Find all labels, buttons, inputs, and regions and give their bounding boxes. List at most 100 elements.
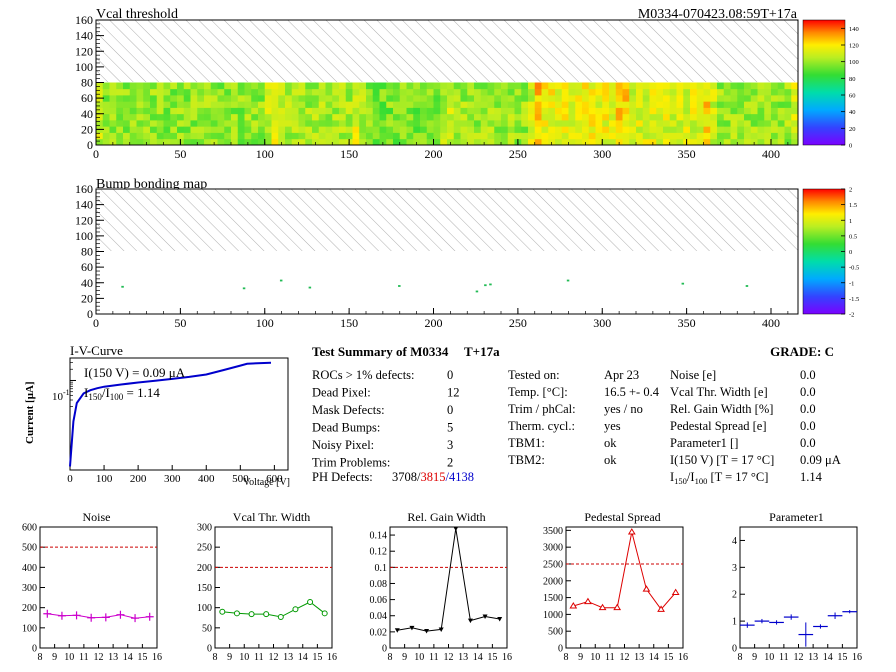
heatmap-cell — [359, 113, 367, 121]
heatmap-cell — [440, 82, 448, 90]
iv-curve-xlabel: Voltage [V] — [243, 477, 290, 488]
heatmap-cell — [764, 82, 772, 90]
ph-defects-a: 3708/ — [392, 470, 421, 484]
heatmap-cell — [204, 107, 212, 115]
heatmap-cell — [231, 95, 239, 102]
heatmap-cell — [339, 88, 347, 96]
heatmap-cell — [359, 88, 367, 96]
heatmap-cell — [413, 113, 421, 121]
heatmap-cell — [332, 138, 340, 146]
heatmap-cell — [575, 88, 583, 96]
heatmap-cell — [663, 101, 671, 108]
summary-plot-vcal-thr-width: Vcal Thr. Width 8 9 10 11 12 13 14 15 16 0 50 100 150… — [197, 510, 337, 663]
heatmap-cell — [561, 120, 569, 127]
summary-x-tick-label: 15 — [137, 652, 147, 663]
heatmap-cell — [744, 95, 752, 102]
summary-y-tick-label: 150 — [197, 583, 212, 594]
heatmap-cell — [649, 95, 657, 102]
heatmap-cell — [264, 138, 272, 146]
heatmap-cell — [345, 113, 353, 121]
summary-ratio-label: I150/I100 [T = 17 °C] — [670, 470, 768, 486]
heatmap-cell — [629, 95, 637, 102]
heatmap-cell — [514, 132, 522, 140]
summary-mid-value: ok — [604, 436, 617, 450]
heatmap-cell — [690, 82, 698, 90]
heatmap-cell — [440, 113, 448, 121]
heatmap-cell — [96, 113, 104, 121]
heatmap-cell — [231, 107, 239, 115]
heatmap-cell — [291, 113, 299, 121]
heatmap-cell — [595, 82, 603, 90]
heatmap-cell — [224, 120, 232, 127]
heatmap-cell — [420, 138, 428, 146]
heatmap-cell — [555, 120, 563, 127]
heatmap-cell — [163, 107, 171, 115]
heatmap-cell — [278, 88, 286, 96]
summary-left-label: ROCs > 1% defects: — [312, 368, 415, 382]
heatmap-cell — [784, 132, 792, 140]
heatmap-cell — [298, 107, 306, 115]
heatmap-cell — [231, 126, 239, 133]
summary-mid-label: Temp. [°C]: — [508, 385, 568, 399]
heatmap-cell — [251, 82, 259, 90]
summary-x-tick-label: 9 — [227, 652, 232, 663]
heatmap-cell — [561, 132, 569, 140]
heatmap-cell — [136, 113, 144, 121]
heatmap-cell — [703, 132, 711, 140]
heatmap-cell — [737, 120, 745, 127]
summary-mid-label: TBM1: — [508, 436, 545, 450]
heatmap-cell — [413, 95, 421, 102]
summary-x-tick-label: 14 — [473, 652, 483, 663]
heatmap-cell — [183, 126, 191, 133]
heatmap-cell — [669, 138, 677, 146]
heatmap-cell — [595, 101, 603, 108]
heatmap-cell — [777, 107, 785, 115]
heatmap-cell — [237, 101, 245, 108]
heatmap-cell — [609, 95, 617, 102]
heatmap-cell — [406, 138, 414, 146]
heatmap-cell — [494, 113, 502, 121]
x-tick-label: 200 — [425, 147, 443, 161]
heatmap-cell — [386, 120, 394, 127]
summary-mid-value: yes / no — [604, 402, 643, 416]
iv-legend-ratio-slash: /I — [102, 385, 110, 400]
heatmap-cell — [258, 88, 266, 96]
heatmap-cell — [197, 107, 205, 115]
heatmap-cell — [784, 95, 792, 102]
iv-curve-panel: I-V-Curve Current [μA] Voltage [V] 10 -1… — [24, 343, 290, 488]
heatmap-cell — [474, 132, 482, 140]
heatmap-cell — [480, 82, 488, 90]
heatmap-cell — [744, 126, 752, 133]
heatmap-cell — [150, 126, 158, 133]
heatmap-cell — [501, 107, 509, 115]
heatmap-cell — [433, 82, 441, 90]
heatmap-cell — [474, 138, 482, 146]
heatmap-cell — [177, 120, 185, 127]
heatmap-cell — [406, 107, 414, 115]
summary-x-tick-label: 9 — [578, 652, 583, 663]
heatmap-cell — [116, 113, 124, 121]
heatmap-cell — [244, 95, 252, 102]
heatmap-cell — [237, 113, 245, 121]
heatmap-cell — [359, 120, 367, 127]
heatmap-cell — [190, 126, 198, 133]
heatmap-cell — [413, 126, 421, 133]
heatmap-cell — [622, 107, 630, 115]
heatmap-cell — [757, 132, 765, 140]
heatmap-cell — [244, 132, 252, 140]
heatmap-cell — [156, 120, 164, 127]
heatmap-cell — [136, 107, 144, 115]
heatmap-cell — [642, 138, 650, 146]
heatmap-cell — [514, 107, 522, 115]
heatmap-cell — [683, 101, 691, 108]
heatmap-cell — [777, 101, 785, 108]
heatmap-cell — [116, 95, 124, 102]
heatmap-cell — [683, 88, 691, 96]
summary-right-value: 0.0 — [800, 402, 816, 416]
summary-data-point — [497, 616, 503, 622]
heatmap-cell — [494, 101, 502, 108]
colorbar-tick-label: 0 — [849, 249, 852, 256]
heatmap-cell — [413, 132, 421, 140]
ph-defects-label: PH Defects: — [312, 470, 373, 484]
summary-plot-frame — [565, 526, 684, 649]
